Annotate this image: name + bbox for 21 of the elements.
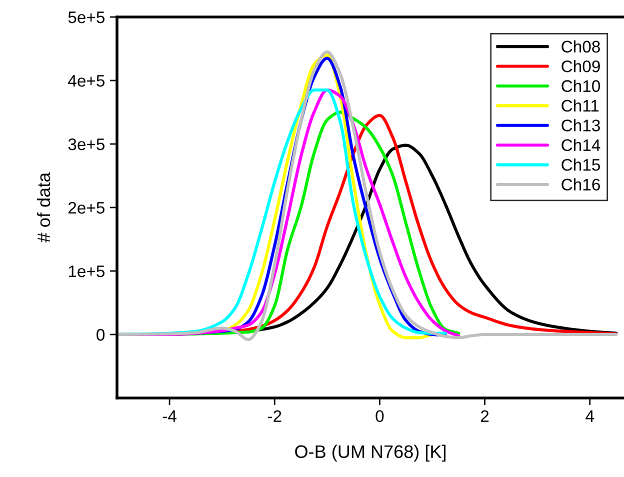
y-tick-label: 4e+5 (68, 75, 104, 87)
y-tick-label: 3e+5 (68, 138, 104, 150)
x-tick-label: -4 (162, 410, 176, 422)
legend-label: Ch11 (562, 99, 599, 112)
x-tick-label: -2 (268, 410, 282, 422)
y-axis-title: # of data (36, 172, 50, 243)
legend-label: Ch14 (562, 138, 600, 152)
y-tick-label: 5e+5 (68, 12, 104, 24)
y-tick-label: 0 (96, 328, 105, 341)
legend-label: Ch13 (562, 119, 600, 132)
y-tick-label: 2e+5 (68, 202, 104, 214)
legend-label: Ch15 (562, 158, 600, 171)
legend-label: Ch08 (562, 40, 600, 53)
x-axis-title: O-B (UM N768) [K] (295, 444, 446, 462)
legend-label: Ch09 (562, 60, 600, 72)
x-tick-label: 0 (376, 410, 384, 422)
legend-label: Ch10 (562, 80, 600, 92)
x-tick-label: 4 (586, 410, 594, 422)
y-tick-label: 1e+5 (68, 266, 104, 278)
legend-label: Ch16 (562, 178, 600, 190)
x-tick-label: 2 (480, 410, 489, 422)
